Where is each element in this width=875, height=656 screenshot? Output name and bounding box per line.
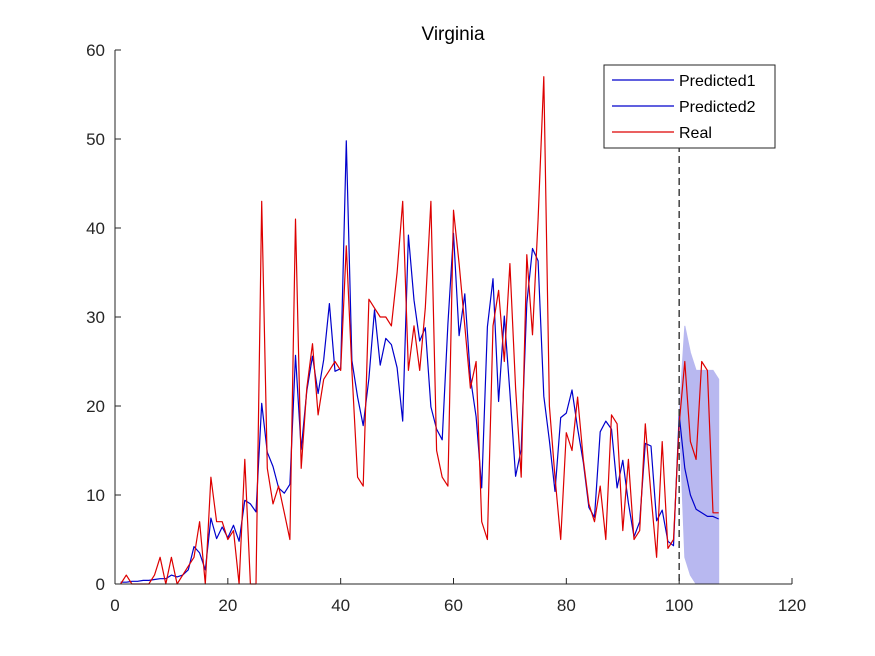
y-tick-label: 40 bbox=[86, 219, 105, 238]
x-tick-label: 60 bbox=[444, 596, 463, 615]
y-tick-label: 30 bbox=[86, 308, 105, 327]
series-line-real bbox=[120, 76, 719, 585]
legend-label-predicted2: Predicted2 bbox=[679, 99, 756, 116]
x-tick-label: 0 bbox=[110, 596, 119, 615]
axes-layer: 0 20 40 60 80 100 120 0 10 20 30 40 50 60 bbox=[86, 41, 806, 615]
y-tick-label: 60 bbox=[86, 41, 105, 60]
x-tick-label: 80 bbox=[557, 596, 576, 615]
series-line-predicted2 bbox=[678, 414, 719, 520]
legend-label-predicted1: Predicted1 bbox=[679, 73, 756, 90]
y-tick-label: 50 bbox=[86, 130, 105, 149]
x-tick-label: 100 bbox=[665, 596, 693, 615]
x-tick-label: 20 bbox=[218, 596, 237, 615]
legend: Predicted1 Predicted2 Real bbox=[603, 64, 776, 149]
confidence-band-layer bbox=[678, 325, 720, 585]
y-tick-label: 20 bbox=[86, 397, 105, 416]
legend-label-real: Real bbox=[679, 125, 712, 142]
confidence-band bbox=[678, 325, 720, 585]
series-layer bbox=[120, 76, 719, 585]
chart-title: Virginia bbox=[421, 24, 484, 45]
x-tick-label: 40 bbox=[331, 596, 350, 615]
y-tick-label: 0 bbox=[96, 575, 105, 594]
x-tick-label: 120 bbox=[778, 596, 806, 615]
y-tick-label: 10 bbox=[86, 486, 105, 505]
